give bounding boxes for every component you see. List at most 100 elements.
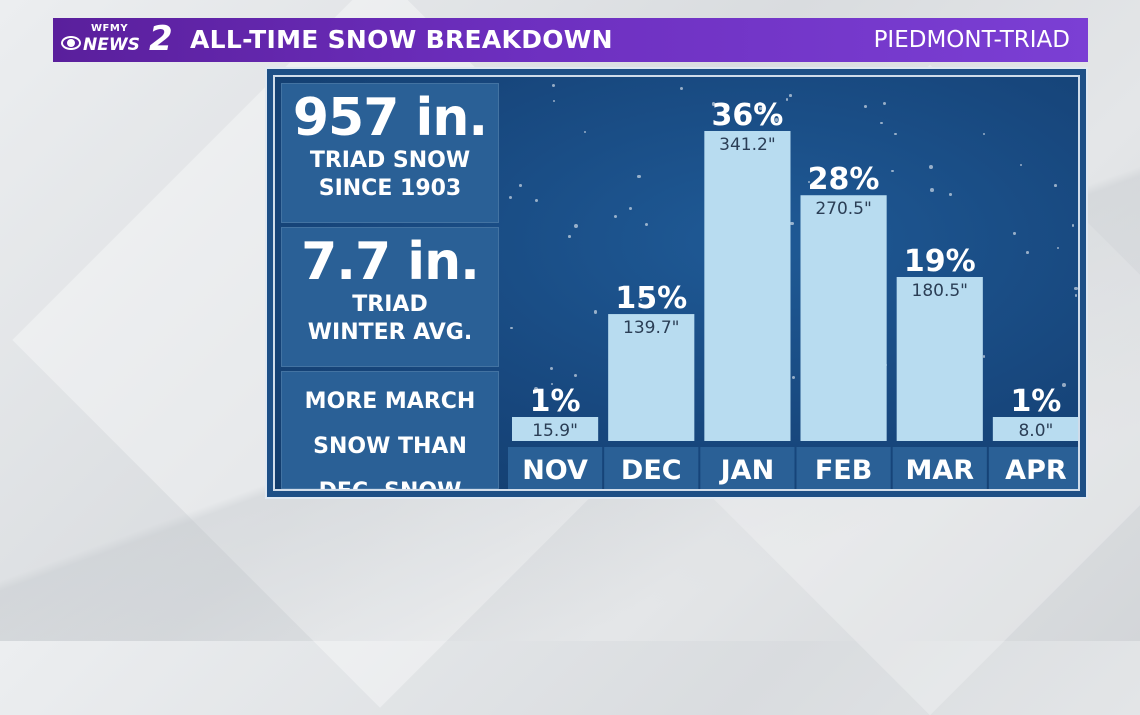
snowflake [534, 198, 538, 202]
cbs-eye-icon [61, 36, 81, 50]
snowflake [1071, 224, 1075, 227]
snowflake [763, 106, 767, 109]
bar-value-label: 180.5" [912, 281, 969, 301]
bar-apr [992, 417, 1078, 441]
snowflake [785, 98, 789, 101]
snowflake [509, 326, 513, 330]
snowflake [1061, 382, 1066, 387]
month-label: APR [1005, 455, 1067, 486]
snowflake [711, 102, 716, 107]
snowflake [791, 376, 796, 380]
snowflake [1025, 251, 1029, 255]
bar-percent-label: 15% [615, 281, 687, 316]
snowflake [637, 174, 641, 179]
snowflake [1013, 232, 1016, 235]
snowflake [593, 310, 598, 314]
stat-average-label-1: TRIAD [352, 292, 428, 317]
snowflake [628, 206, 633, 211]
snowflake [645, 223, 649, 227]
snowflake [758, 101, 763, 106]
stat-total-label-1: TRIAD SNOW [309, 148, 471, 173]
snowflake [550, 382, 554, 386]
snowflake [928, 165, 933, 169]
bar-chart-svg: 15.9"1%NOV139.7"15%DEC341.2"36%JAN270.5"… [508, 98, 1078, 489]
snowflake [509, 195, 513, 199]
snowflake [774, 118, 779, 122]
bar-value-label: 341.2" [719, 135, 776, 155]
snowflake [518, 183, 522, 187]
snowflake [819, 186, 822, 189]
bar-nov [512, 417, 599, 441]
bar-percent-label: 1% [530, 384, 581, 419]
snowflake [1054, 184, 1058, 188]
bar-percent-label: 19% [904, 244, 976, 279]
snowflake [929, 188, 934, 193]
chart-panel-inner: 957 in. TRIAD SNOW SINCE 1903 7.7 in. TR… [273, 75, 1080, 491]
stat-total-label-2: SINCE 1903 [318, 176, 462, 201]
stat-fact-line-3: DEC. SNOW [281, 461, 499, 489]
snowflake [567, 234, 571, 238]
month-label-box [700, 447, 795, 489]
logo-channel-number: 2 [149, 19, 173, 59]
bar-dec [608, 314, 695, 441]
month-label-box [796, 447, 891, 489]
snowflake [583, 131, 586, 134]
snowflake [613, 215, 617, 219]
bar-value-label: 270.5" [815, 199, 872, 219]
logo-news-text: NEWS [83, 35, 140, 55]
header-bar: WFMY NEWS 2 ALL-TIME SNOW BREAKDOWN PIED… [53, 18, 1088, 62]
snowflake [758, 106, 763, 111]
stat-box-fact: MORE MARCH SNOW THAN DEC. SNOW [281, 371, 499, 489]
month-label-box [508, 447, 603, 489]
snowflake [1056, 246, 1059, 249]
month-label: JAN [719, 455, 775, 486]
region-label: PIEDMONT-TRIAD [873, 27, 1070, 53]
station-logo: WFMY NEWS 2 [61, 19, 183, 59]
stat-box-average: 7.7 in. TRIAD WINTER AVG. [281, 227, 499, 367]
month-label-box [988, 447, 1078, 489]
bar-value-label: 8.0" [1018, 421, 1053, 441]
bar-chart: 15.9" 1% NOV 139.7" 15% DEC 341.2" 36% JAN 270.5"… [505, 77, 1078, 489]
stat-total-value: 957 in. [292, 88, 488, 148]
snowflake [550, 367, 554, 371]
bar-percent-label: 1% [1010, 384, 1061, 419]
snowflake [640, 298, 643, 302]
stat-fact-line-2: SNOW THAN [313, 434, 467, 459]
snowflake [679, 86, 683, 90]
bar-jan [704, 131, 791, 441]
month-label: NOV [522, 455, 588, 486]
bar-percent-label: 28% [808, 162, 880, 197]
month-label-box [604, 447, 699, 489]
bar-feb [800, 195, 887, 441]
snowflake [949, 193, 953, 196]
bar-value-label: 15.9" [532, 421, 578, 441]
page-title: ALL-TIME SNOW BREAKDOWN [190, 25, 613, 54]
month-label: FEB [815, 455, 872, 486]
snowflake [1074, 286, 1078, 291]
stat-average-label-2: WINTER AVG. [307, 320, 473, 345]
month-label: MAR [905, 455, 974, 486]
snowflake [789, 94, 792, 97]
snowflake [533, 386, 538, 391]
stat-box-total: 957 in. TRIAD SNOW SINCE 1903 [281, 83, 499, 223]
snowflake [883, 102, 886, 106]
snowflake [982, 132, 985, 135]
bar-mar [896, 277, 983, 441]
snowflake [982, 355, 985, 358]
month-label: DEC [621, 455, 682, 486]
snowflake [891, 169, 894, 172]
logo-callsign: WFMY [91, 23, 129, 34]
snowflake [574, 373, 578, 377]
chart-panel: 957 in. TRIAD SNOW SINCE 1903 7.7 in. TR… [265, 67, 1088, 499]
snowflake [552, 99, 555, 102]
snowflake [894, 132, 897, 136]
snowflake [1074, 294, 1077, 297]
snowflake [790, 221, 794, 226]
snowflake [1020, 164, 1023, 167]
bar-value-label: 139.7" [623, 318, 680, 338]
stat-fact-line-1: MORE MARCH [304, 389, 476, 414]
bar-percent-label: 36% [712, 98, 784, 133]
snowflake [880, 121, 883, 125]
month-label-box [892, 447, 987, 489]
snowflake [552, 83, 556, 87]
